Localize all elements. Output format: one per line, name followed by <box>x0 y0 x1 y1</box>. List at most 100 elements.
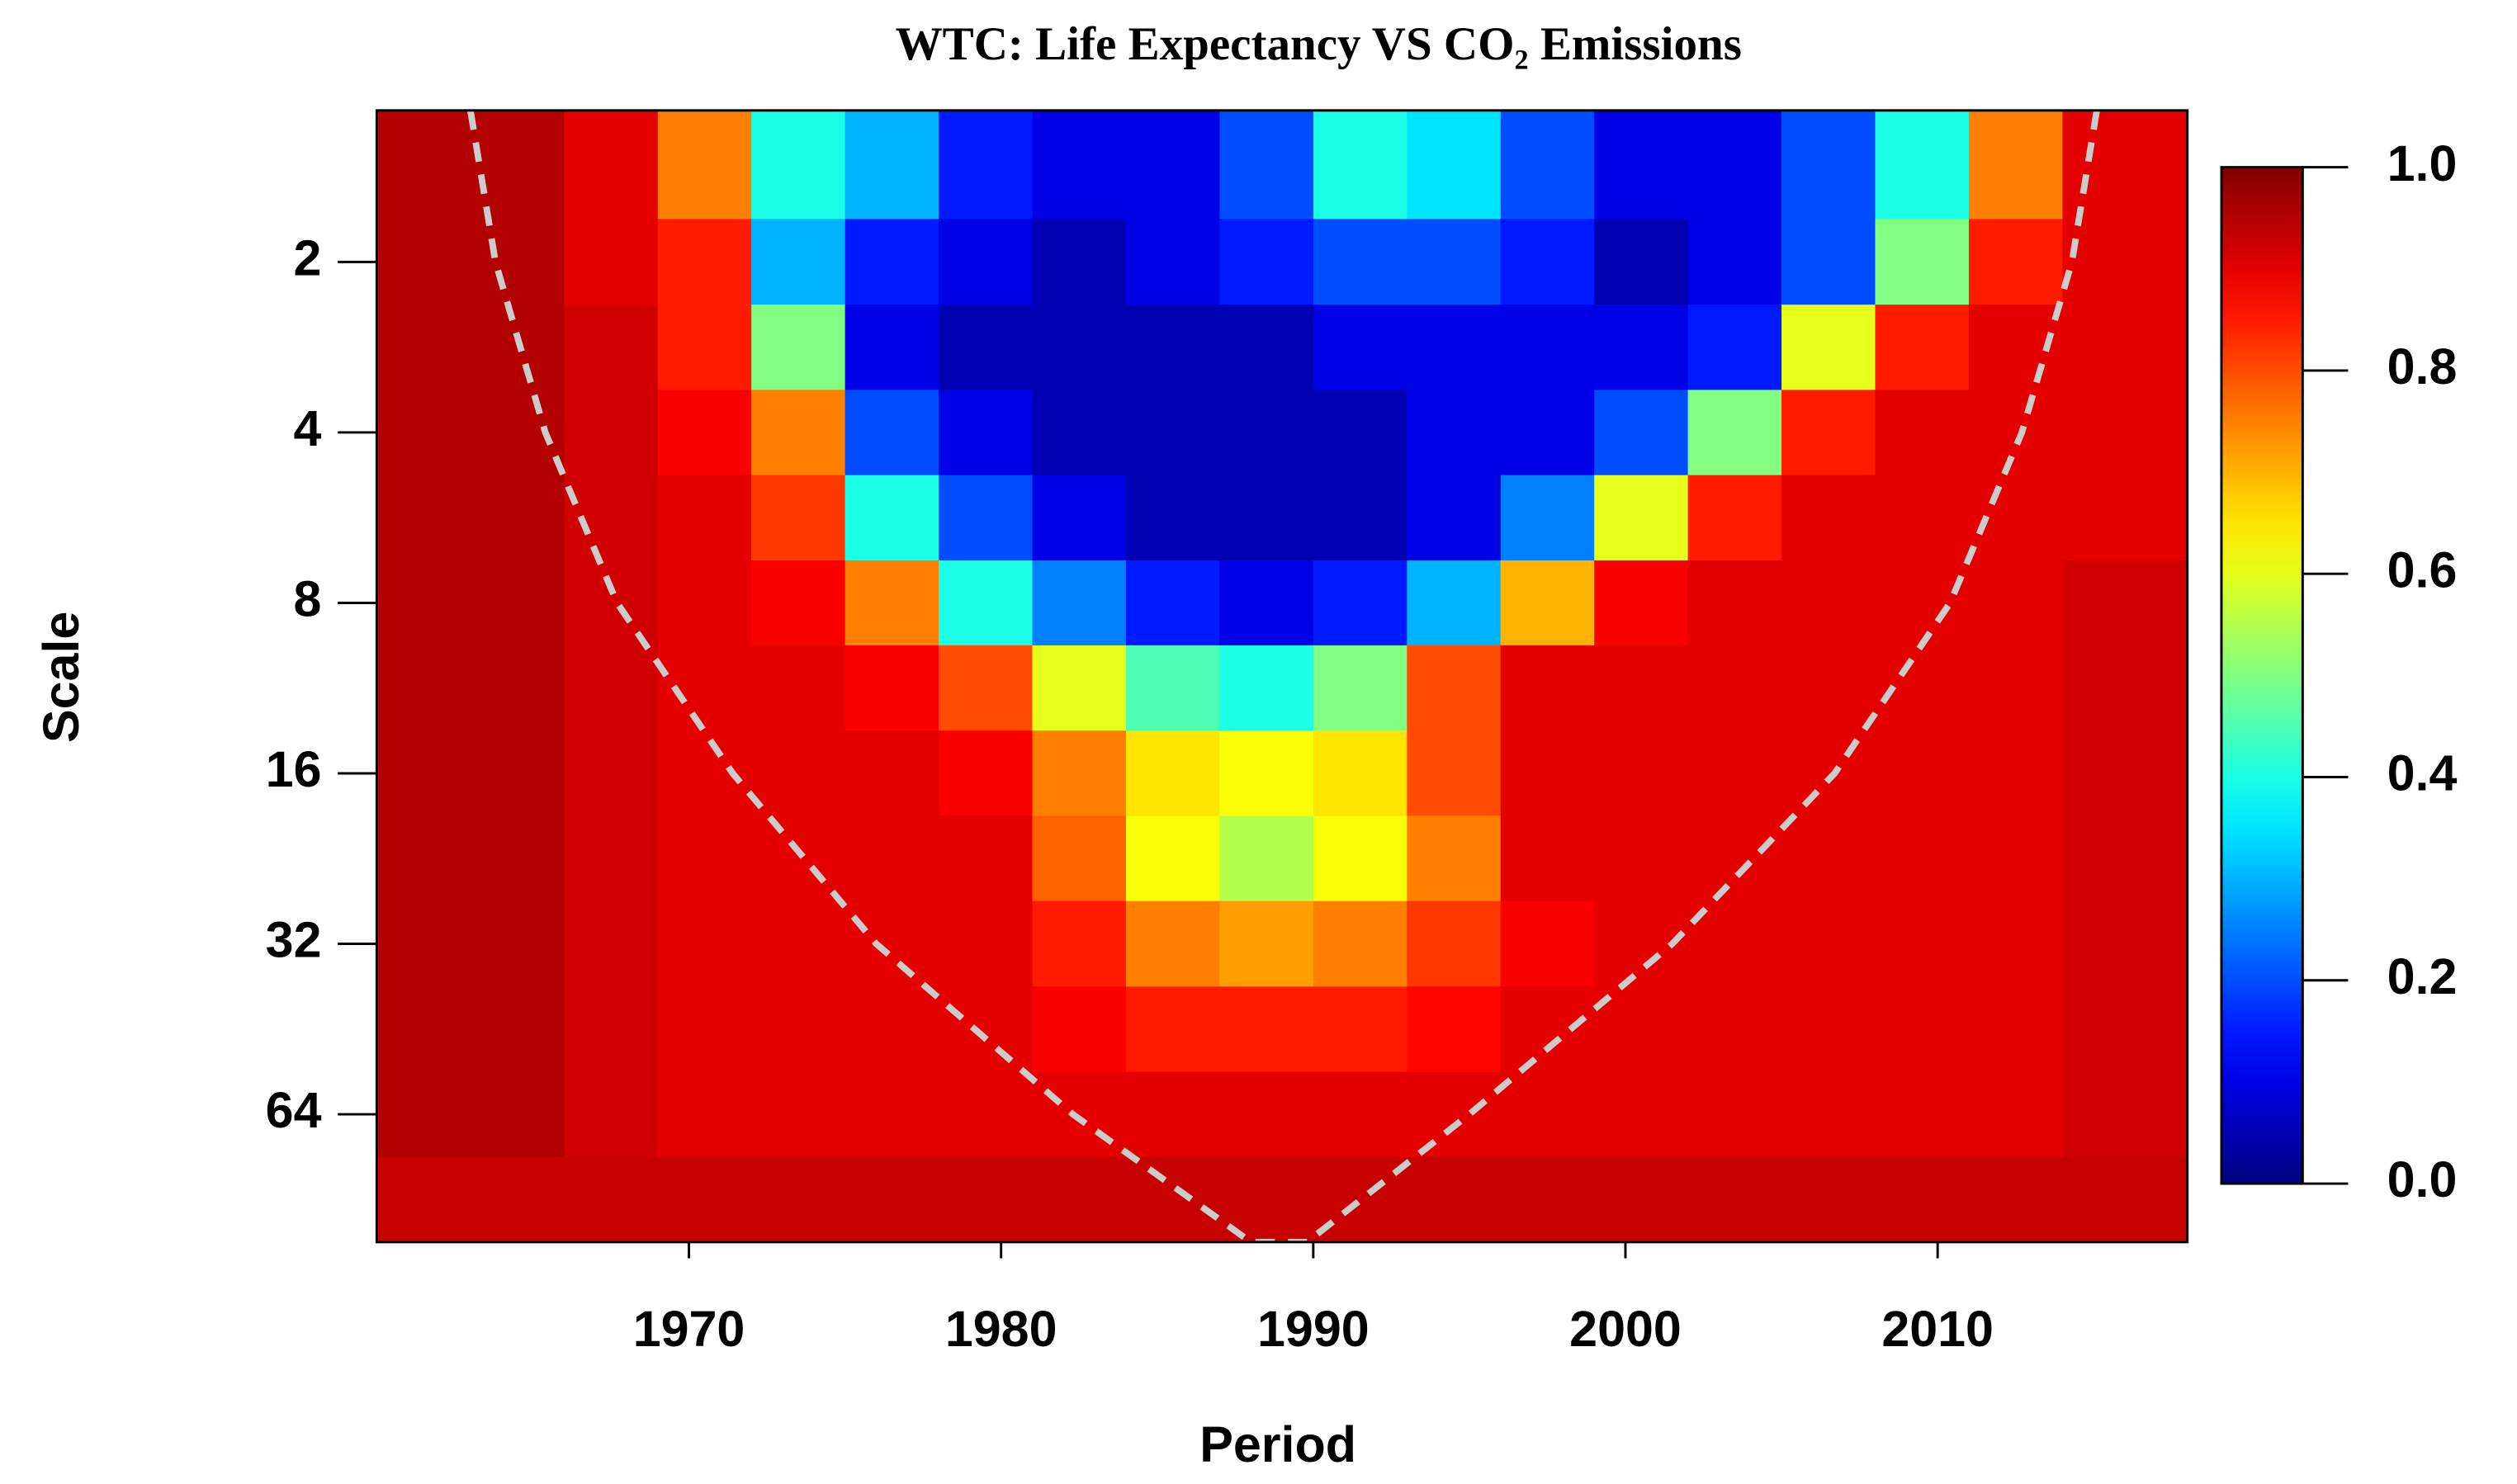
heat-cell <box>470 900 565 988</box>
heat-cell <box>1313 110 1408 220</box>
heat-cell <box>1875 1156 1971 1242</box>
heat-cell <box>376 730 471 817</box>
heat-cell <box>1407 305 1502 391</box>
heat-cell <box>939 305 1034 391</box>
heat-cell <box>376 1156 471 1242</box>
heat-cell <box>1781 475 1876 562</box>
heat-cell <box>1875 900 1971 988</box>
heat-cell <box>845 730 940 817</box>
heat-cell <box>1407 645 1502 732</box>
heat-cell <box>1500 475 1596 562</box>
heat-cell <box>845 1156 940 1242</box>
heat-cell <box>845 900 940 988</box>
x-tick-label: 1990 <box>1257 1301 1370 1357</box>
heat-cell <box>564 815 659 902</box>
heat-cell <box>657 986 753 1073</box>
heat-cell <box>1875 305 1971 391</box>
heat-cell <box>1968 1156 2064 1242</box>
heat-cell <box>1594 645 1689 732</box>
heat-cell <box>376 110 471 220</box>
heat-cell <box>1781 305 1876 391</box>
heat-cell <box>376 219 471 306</box>
heat-cell <box>1500 645 1596 732</box>
heat-cell <box>845 645 940 732</box>
heat-cell <box>751 475 846 562</box>
heat-cell <box>564 219 659 306</box>
heat-cell <box>1313 986 1408 1073</box>
heat-cell <box>470 645 565 732</box>
heat-cell <box>470 1071 565 1158</box>
heat-cell <box>1594 730 1689 817</box>
heat-cell <box>470 986 565 1073</box>
heat-cell <box>1875 110 1971 220</box>
heat-cell <box>1687 390 1783 476</box>
heat-cell <box>1313 475 1408 562</box>
colorbar-tick-label: 0.6 <box>2387 541 2458 598</box>
heat-cell <box>939 730 1034 817</box>
heat-cell <box>470 475 565 562</box>
heat-cell <box>657 560 753 647</box>
heat-cell <box>1594 219 1689 306</box>
x-tick-label: 1970 <box>633 1301 745 1357</box>
heat-cell <box>657 815 753 902</box>
heat-cell <box>1781 986 1876 1073</box>
y-tick-label: 4 <box>294 400 322 456</box>
heat-cell <box>1687 1071 1783 1158</box>
heat-cell <box>657 1071 753 1158</box>
heat-cell <box>845 305 940 391</box>
heat-cell <box>1125 305 1221 391</box>
heat-cell <box>1219 645 1315 732</box>
heat-cell <box>657 390 753 476</box>
heat-cell <box>2062 390 2188 476</box>
heat-cell <box>657 110 753 220</box>
heat-cell <box>1781 1071 1876 1158</box>
heat-cell <box>1407 986 1502 1073</box>
heat-cell <box>376 900 471 988</box>
heat-cell <box>564 1071 659 1158</box>
heat-cell <box>845 1071 940 1158</box>
heat-cell <box>939 900 1034 988</box>
heat-cell <box>1219 390 1315 476</box>
heat-cell <box>939 1156 1034 1242</box>
heat-cell <box>657 900 753 988</box>
heat-cell <box>1313 390 1408 476</box>
heat-cell <box>1500 1156 1596 1242</box>
heat-cell <box>2062 645 2188 732</box>
heat-cell <box>1313 900 1408 988</box>
heat-cell <box>1032 390 1128 476</box>
colorbar-tick-label: 1.0 <box>2387 135 2458 191</box>
heat-cell <box>1219 110 1315 220</box>
heat-cell <box>751 815 846 902</box>
heat-cell <box>1313 305 1408 391</box>
heat-cell <box>1125 560 1221 647</box>
heat-cell <box>1313 815 1408 902</box>
heat-cell <box>1032 110 1128 220</box>
heat-cell <box>1687 986 1783 1073</box>
heat-cell <box>1594 1156 1689 1242</box>
heatmap <box>376 110 2188 1242</box>
heat-cell <box>2062 1156 2188 1242</box>
heat-cell <box>939 815 1034 902</box>
heat-cell <box>1968 110 2064 220</box>
heat-cell <box>751 305 846 391</box>
heat-cell <box>2062 730 2188 817</box>
heat-cell <box>564 305 659 391</box>
heat-cell <box>470 219 565 306</box>
heat-cell <box>564 1156 659 1242</box>
y-axis-label: Scale <box>33 612 89 743</box>
heat-cell <box>1781 110 1876 220</box>
y-tick-label: 16 <box>266 741 322 797</box>
heat-cell <box>939 645 1034 732</box>
heat-cell <box>1968 900 2064 988</box>
heat-cell <box>845 560 940 647</box>
heat-cell <box>1781 815 1876 902</box>
heat-cell <box>1407 1156 1502 1242</box>
heat-cell <box>1594 475 1689 562</box>
heat-cell <box>1875 730 1971 817</box>
heat-cell <box>1219 900 1315 988</box>
heat-cell <box>1313 730 1408 817</box>
heat-cell <box>751 645 846 732</box>
heat-cell <box>939 475 1034 562</box>
heat-cell <box>751 986 846 1073</box>
